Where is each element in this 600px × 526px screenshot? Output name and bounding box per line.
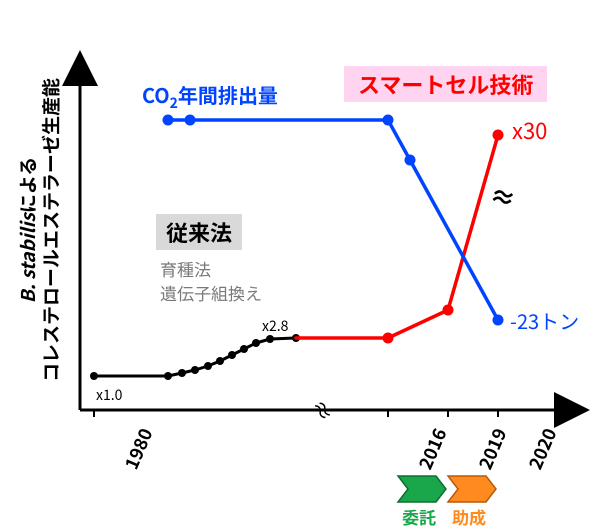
y-axis-italic: B. stabilis bbox=[14, 213, 41, 303]
x30-label: x30 bbox=[512, 114, 547, 146]
y-axis-line1-rest: による bbox=[14, 157, 41, 213]
x-tick-label: 1980 bbox=[118, 424, 159, 473]
co2-prefix: CO bbox=[142, 80, 170, 109]
y-axis-label: B. stabilisによる コレステロールエステラーゼ生産能 bbox=[17, 78, 63, 382]
josei-label: 助成 bbox=[452, 504, 486, 526]
chart-root: B. stabilisによる コレステロールエステラーゼ生産能 CO2年間排出量… bbox=[0, 0, 600, 526]
itaku-label: 委託 bbox=[402, 504, 436, 526]
plot-svg bbox=[0, 0, 600, 526]
x-tick-label: 2019 bbox=[472, 424, 513, 473]
conventional-sub1: 育種法 bbox=[160, 256, 211, 281]
co2-sub: 2 bbox=[170, 93, 178, 113]
conventional-title: 従来法 bbox=[156, 214, 242, 250]
smartcell-label: スマートセル技術 bbox=[344, 66, 547, 102]
x1-0-label: x1.0 bbox=[96, 385, 122, 405]
x2-8-label: x2.8 bbox=[262, 316, 288, 336]
x-axis-break: ≈ bbox=[304, 392, 343, 427]
co2-suffix: 年間排出量 bbox=[178, 80, 278, 109]
x-tick-label: 2016 bbox=[412, 424, 453, 473]
y-axis-line2: コレステロールエステラーゼ生産能 bbox=[40, 78, 63, 382]
conventional-sub2: 遺伝子組換え bbox=[160, 280, 262, 305]
minus23t-label: -23トン bbox=[510, 306, 579, 335]
y-axis-break: ≈ bbox=[486, 175, 520, 217]
x-tick-label: 2020 bbox=[522, 424, 563, 473]
co2-label: CO2年間排出量 bbox=[142, 80, 278, 113]
